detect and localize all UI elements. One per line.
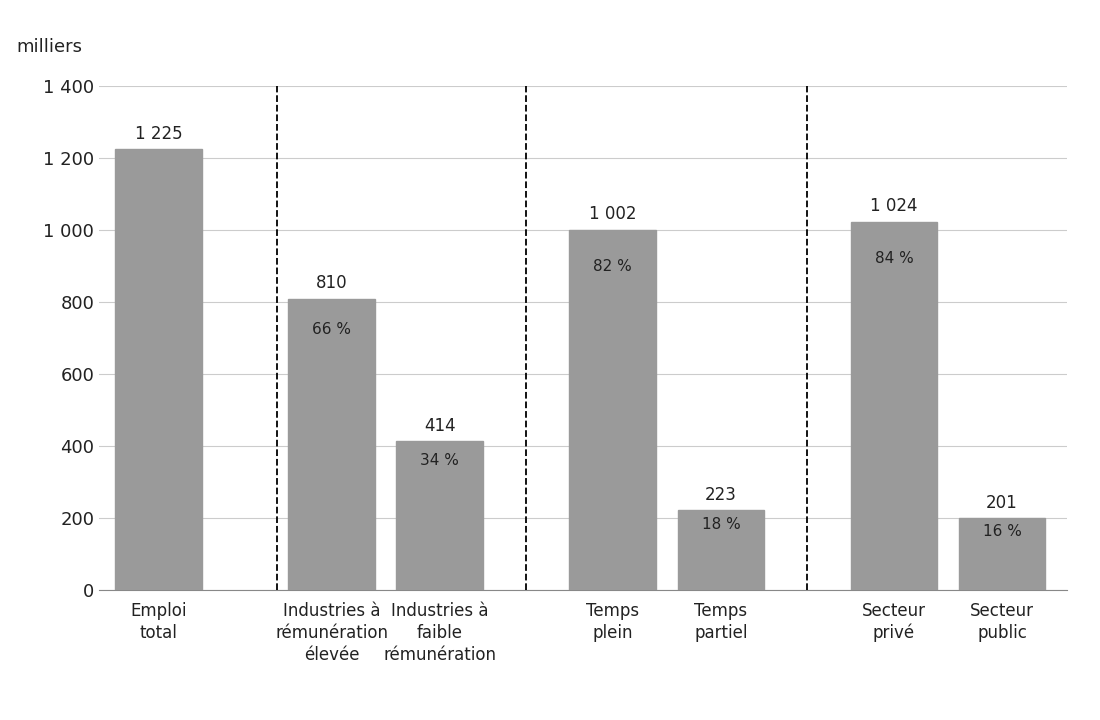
Bar — [288, 299, 375, 590]
Text: 1 225: 1 225 — [134, 125, 183, 143]
Text: 1 002: 1 002 — [588, 205, 637, 223]
Text: 18 %: 18 % — [702, 516, 740, 531]
Text: 84 %: 84 % — [874, 251, 913, 266]
Bar — [116, 149, 201, 590]
Bar — [959, 518, 1045, 590]
Text: 34 %: 34 % — [420, 454, 459, 468]
Text: 810: 810 — [316, 274, 348, 292]
Text: milliers: milliers — [16, 38, 82, 56]
Bar — [678, 510, 764, 590]
Bar — [850, 222, 937, 590]
Text: 66 %: 66 % — [312, 322, 351, 337]
Text: 16 %: 16 % — [982, 524, 1022, 539]
Bar — [570, 230, 656, 590]
Text: 82 %: 82 % — [593, 258, 632, 274]
Bar — [396, 441, 483, 590]
Text: 1 024: 1 024 — [870, 197, 917, 215]
Text: 201: 201 — [987, 494, 1018, 511]
Text: 414: 414 — [424, 417, 455, 435]
Text: 223: 223 — [705, 485, 737, 504]
